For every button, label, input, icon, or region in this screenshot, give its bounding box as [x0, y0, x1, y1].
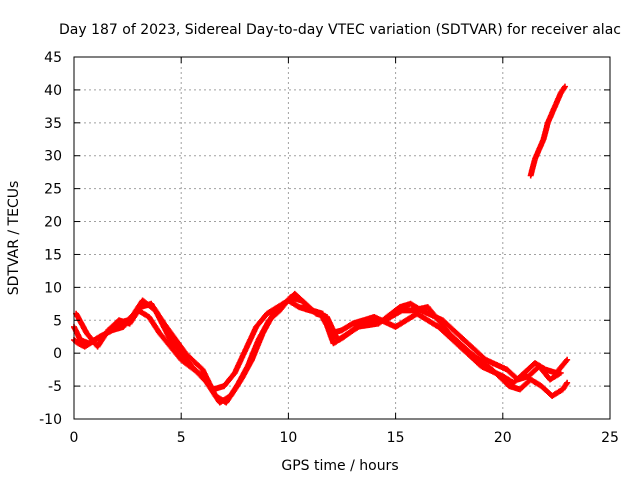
data-point-run: [242, 325, 259, 353]
data-point-run: [525, 364, 542, 380]
data-point-run: [231, 348, 248, 376]
ticks: 0 5 10 15 20 25 -10 -5 0 5 10 15 20 25 30 35 40 45: [39, 50, 619, 446]
data-point-run: [349, 314, 376, 327]
y-tick-label: 20: [44, 215, 62, 231]
data-point-run: [547, 370, 563, 383]
chart-title: Day 187 of 2023, Sidereal Day-to-day VTE…: [59, 22, 621, 38]
data-point-run: [527, 376, 544, 389]
data-point-run: [559, 381, 570, 393]
data-point-run: [255, 318, 272, 343]
y-tick-label: 15: [44, 247, 62, 263]
data-point-run: [253, 311, 269, 330]
data-point-run: [221, 371, 237, 390]
data-point-run: [156, 330, 184, 362]
data-point-run: [276, 295, 293, 314]
data-point-run: [489, 366, 512, 388]
x-tick-label: 25: [601, 430, 619, 446]
x-tick-label: 15: [387, 430, 405, 446]
y-tick-label: 25: [44, 182, 62, 198]
series-track-d: [527, 83, 568, 179]
data-point-run: [482, 356, 509, 372]
grid: [74, 57, 610, 419]
plot-frame: [73, 56, 611, 420]
data-point-run: [188, 363, 209, 385]
x-tick-label: 10: [279, 430, 297, 446]
data-point-run: [244, 338, 261, 370]
y-tick-label: 5: [53, 313, 62, 329]
data-point-run: [298, 297, 314, 313]
data-point-run: [182, 350, 205, 372]
data-point-run: [126, 305, 143, 327]
data-point: [561, 83, 568, 90]
data-point-run: [517, 377, 533, 393]
data-point-run: [161, 320, 188, 355]
series-track-c: [73, 294, 564, 406]
data-point-run: [94, 328, 111, 350]
data-point-run: [540, 121, 551, 143]
data-point-run: [527, 157, 538, 179]
data-point-run: [549, 387, 565, 399]
data-point-run: [146, 314, 162, 336]
y-tick-label: 40: [44, 83, 62, 99]
data-point-run: [223, 384, 240, 406]
data-point-run: [538, 383, 554, 398]
x-axis-label: GPS time / hours: [281, 458, 398, 474]
data-point-run: [83, 330, 100, 349]
x-tick-label: 20: [494, 430, 512, 446]
data-point-run: [330, 334, 346, 347]
data-point-run: [461, 337, 488, 362]
y-tick-label: 35: [44, 116, 62, 132]
data-point-run: [266, 308, 282, 324]
y-tick-label: 0: [53, 346, 62, 362]
data-point-run: [536, 363, 552, 382]
x-tick-label: 0: [70, 430, 79, 446]
data-point-run: [418, 307, 445, 323]
data-point-run: [557, 84, 568, 97]
data-point: [564, 379, 571, 386]
data-points: [71, 83, 571, 406]
data-point-run: [375, 305, 402, 327]
y-tick-label: -5: [48, 379, 62, 395]
data-point-run: [504, 366, 520, 382]
y-tick-label: 45: [44, 50, 62, 66]
data-point-run: [439, 317, 467, 342]
data-point-run: [521, 361, 537, 376]
data-point-run: [199, 366, 218, 398]
data-point-run: [324, 314, 340, 342]
y-axis-label: SDTVAR / TECUs: [6, 181, 22, 296]
data-point-run: [414, 310, 441, 329]
data-point-run: [167, 337, 194, 369]
data-point-run: [319, 310, 336, 345]
data-point-run: [341, 324, 359, 340]
data-point-run: [233, 364, 250, 390]
data-point: [557, 369, 564, 376]
y-tick-label: -10: [39, 412, 62, 428]
data-point-run: [467, 350, 494, 372]
data-point-run: [392, 318, 408, 330]
y-tick-label: 30: [44, 149, 62, 165]
data-point: [564, 356, 571, 363]
x-tick-label: 5: [177, 430, 186, 446]
data-point-run: [105, 318, 121, 334]
data-point-run: [148, 300, 167, 326]
data-point-run: [446, 330, 473, 356]
y-tick-label: 10: [44, 280, 62, 296]
